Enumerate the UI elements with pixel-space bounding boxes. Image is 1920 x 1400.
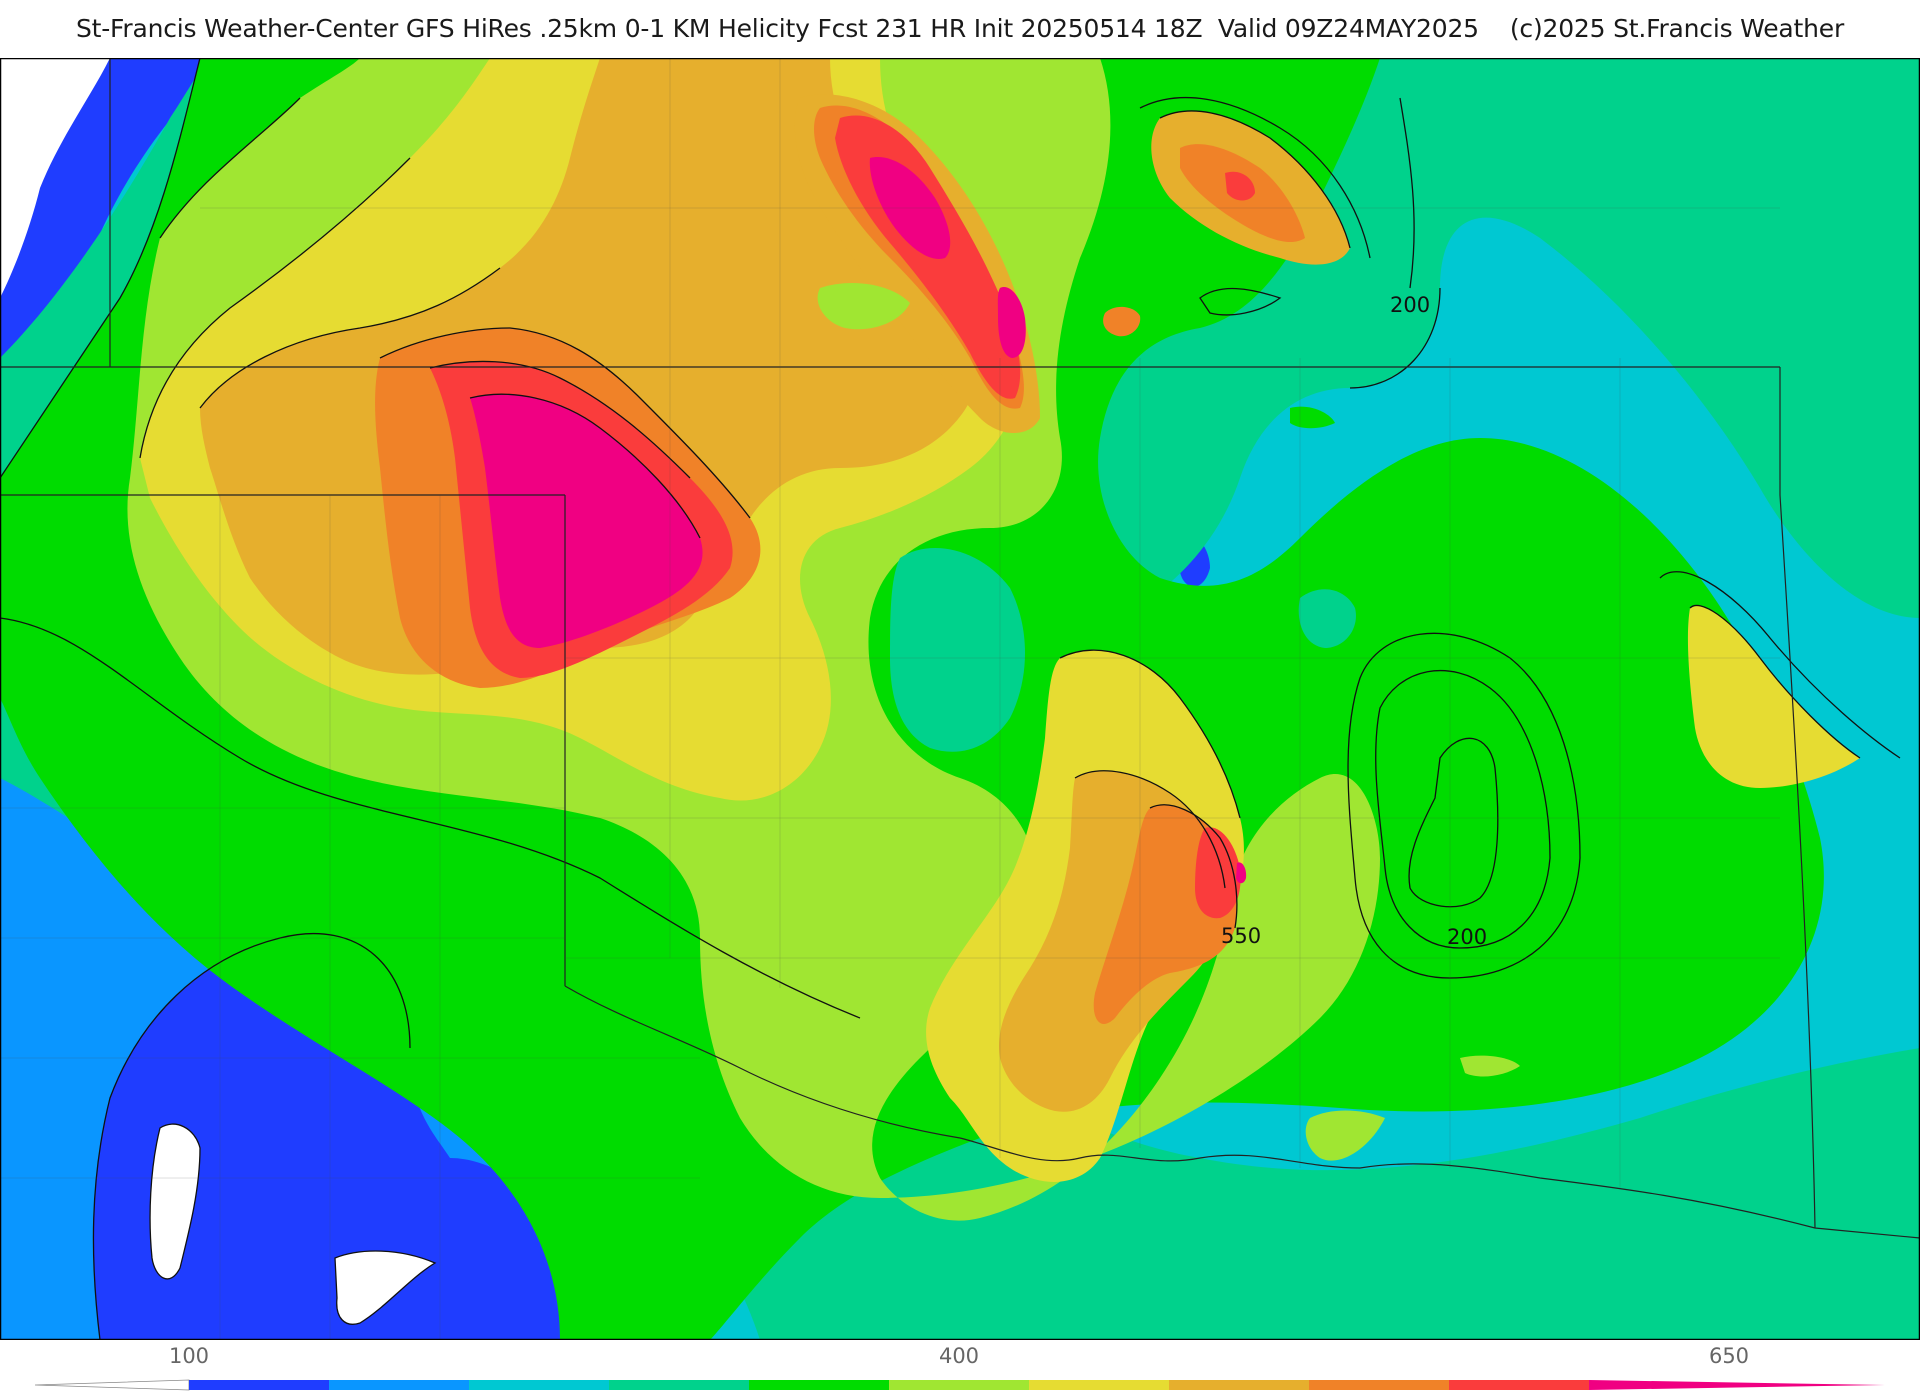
colorbar-segment [889,1380,1030,1390]
band-lightgreen-spot4 [1460,1055,1520,1077]
county-lines [0,58,1780,1340]
colorbar [34,1379,1885,1391]
colorbar-tick-label: 650 [1708,1344,1750,1368]
contour-label: 200 [1447,925,1487,949]
band-blue-nw [0,58,230,578]
band-green-spot2 [1290,406,1335,429]
band-blue-sw [93,933,572,1340]
colorbar-segment [1169,1380,1310,1390]
contour-label-group: 200 200 550 [1221,293,1487,949]
band-white-sw1 [150,1124,200,1279]
colorbar-segment [749,1380,890,1390]
colorbar-segment [469,1380,610,1390]
colorbar-arrow-high [1589,1380,1885,1390]
band-green-spot3 [1450,486,1475,501]
band-magenta-nne1 [869,157,951,259]
band-red-ne [1225,171,1255,201]
colorbar-arrow-low [34,1379,190,1391]
band-seagreen-spot7 [1298,589,1356,648]
helicity-map: 200 200 550 [0,58,1920,1340]
band-lightgreen-spot5 [1305,1110,1385,1161]
map-title: St-Francis Weather-Center GFS HiRes .25k… [75,14,1845,43]
colorbar-segment [329,1380,470,1390]
contour-label: 550 [1221,924,1261,948]
band-orange-small [1103,306,1141,337]
band-magenta-north [470,394,703,648]
colorbar-segment [189,1380,330,1390]
colorbar-tick-label: 100 [168,1344,210,1368]
band-red-south [1195,827,1241,919]
band-white-nw [0,58,110,298]
band-lightgreen-spot1 [817,283,910,330]
contour-lines [0,58,1901,1340]
colorbar-segment [1029,1380,1170,1390]
band-seagreen-spot6 [890,548,1025,752]
colorbar-segment [1309,1380,1450,1390]
boundary-lines [0,58,1920,1239]
colorbar-segment [609,1380,750,1390]
band-yellow-east [1687,605,1860,788]
band-magenta-nne2 [997,287,1026,358]
band-magenta-south [1236,862,1247,884]
colorbar-tick-label: 400 [938,1344,980,1368]
colorbar-segment [1449,1380,1590,1390]
band-white-sw2 [335,1251,435,1325]
contour-label: 200 [1390,293,1430,317]
